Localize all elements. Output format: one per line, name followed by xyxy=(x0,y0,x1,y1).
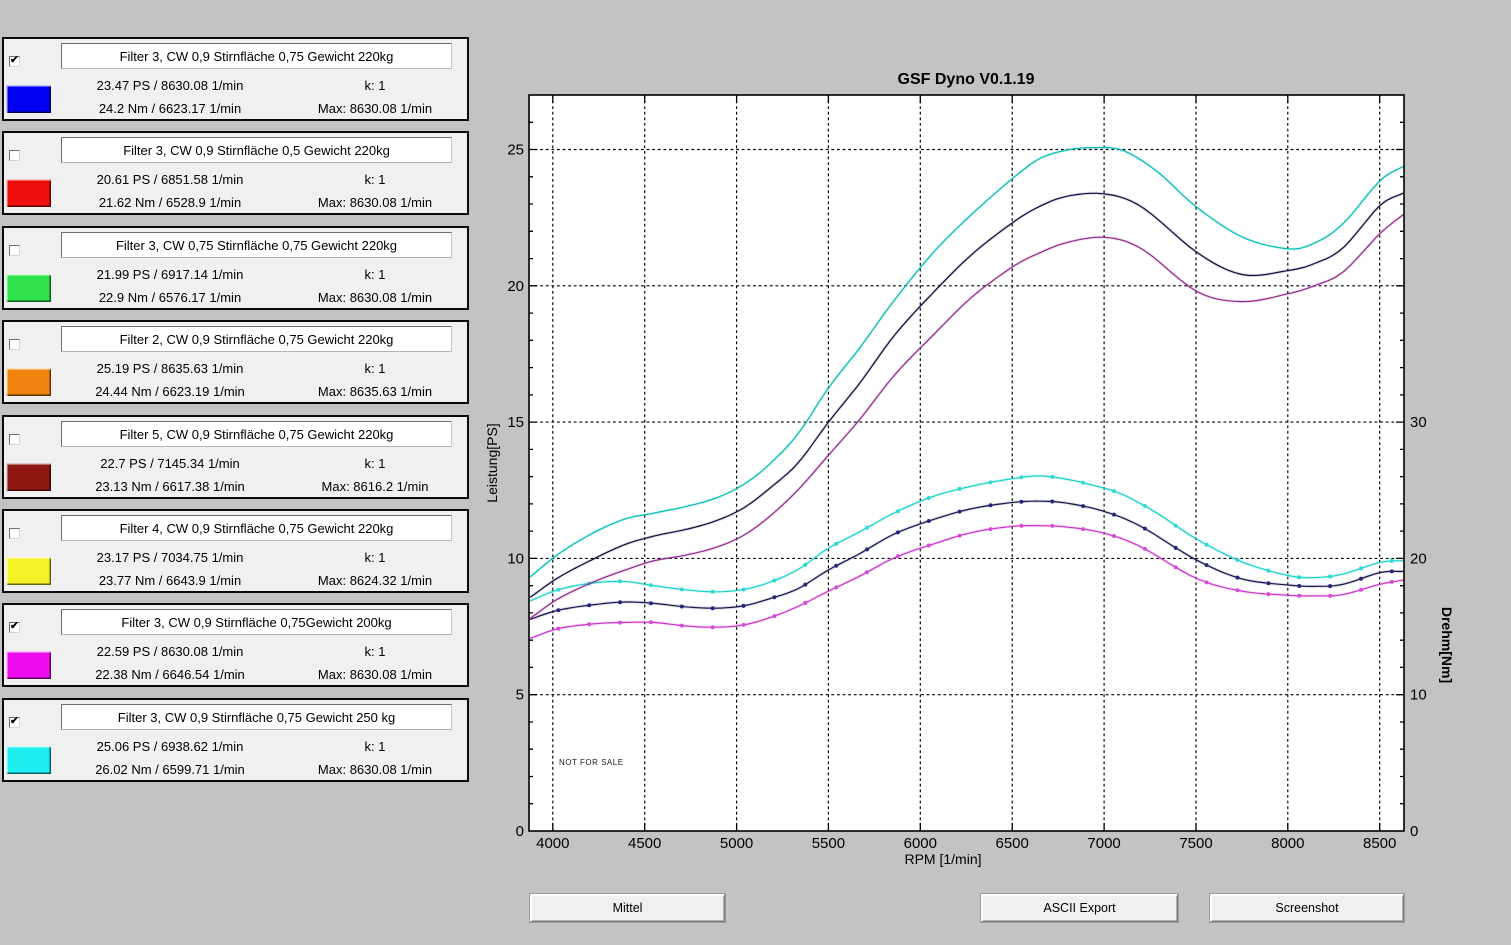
svg-text:4500: 4500 xyxy=(628,835,661,852)
svg-text:Drehm[Nm]: Drehm[Nm] xyxy=(1439,607,1455,683)
svg-text:5000: 5000 xyxy=(720,835,753,852)
svg-text:20: 20 xyxy=(1410,550,1427,567)
svg-text:7500: 7500 xyxy=(1179,835,1212,852)
svg-text:15: 15 xyxy=(507,414,524,431)
svg-text:8000: 8000 xyxy=(1271,835,1304,852)
svg-text:NOT FOR SALE: NOT FOR SALE xyxy=(559,758,624,767)
svg-text:0: 0 xyxy=(516,823,524,840)
svg-text:25: 25 xyxy=(507,142,524,159)
svg-text:10: 10 xyxy=(507,550,524,567)
svg-text:10: 10 xyxy=(1410,687,1427,704)
svg-text:6000: 6000 xyxy=(904,835,937,852)
svg-text:0: 0 xyxy=(1410,823,1418,840)
svg-text:6500: 6500 xyxy=(996,835,1029,852)
svg-text:30: 30 xyxy=(1410,414,1427,431)
svg-text:GSF Dyno V0.1.19: GSF Dyno V0.1.19 xyxy=(898,71,1035,88)
svg-text:5500: 5500 xyxy=(812,835,845,852)
svg-text:20: 20 xyxy=(507,278,524,295)
svg-text:RPM [1/min]: RPM [1/min] xyxy=(904,851,981,867)
svg-text:4000: 4000 xyxy=(536,835,569,852)
svg-text:Leistung[PS]: Leistung[PS] xyxy=(484,423,500,502)
svg-text:7000: 7000 xyxy=(1087,835,1120,852)
svg-text:5: 5 xyxy=(516,687,524,704)
svg-text:8500: 8500 xyxy=(1363,835,1396,852)
